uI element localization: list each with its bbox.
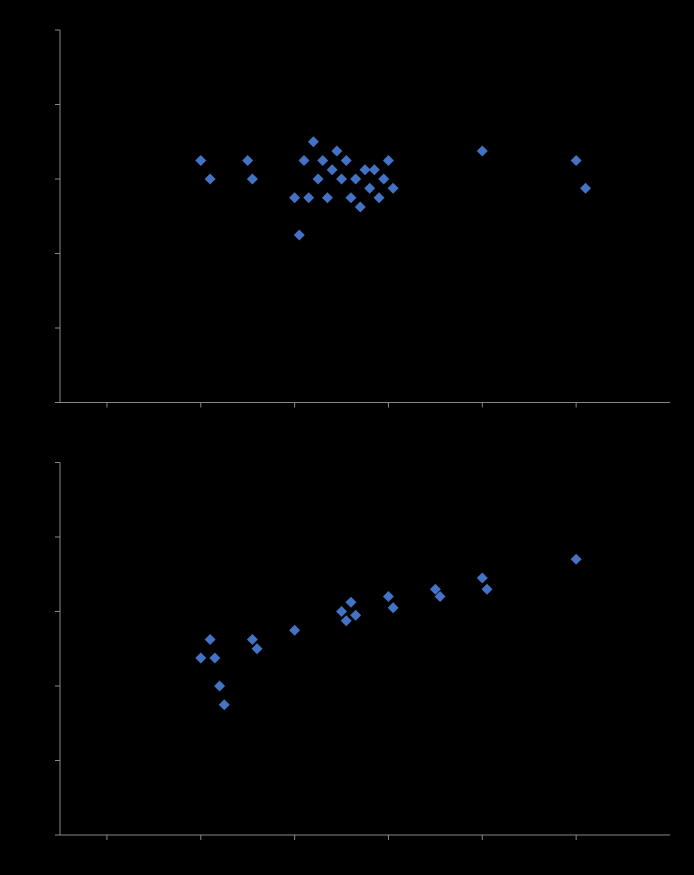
point xyxy=(303,192,314,203)
point xyxy=(331,146,342,157)
x-tick xyxy=(106,835,107,840)
x-tick xyxy=(200,403,201,408)
point xyxy=(435,591,446,602)
y-tick xyxy=(55,253,60,254)
x-tick xyxy=(294,835,295,840)
point xyxy=(341,155,352,166)
point xyxy=(242,155,253,166)
point xyxy=(477,572,488,583)
y-tick xyxy=(55,611,60,612)
point xyxy=(205,634,216,645)
figure xyxy=(0,0,694,875)
point xyxy=(360,164,371,175)
point xyxy=(350,610,361,621)
x-tick xyxy=(106,403,107,408)
x-tick xyxy=(200,835,201,840)
point xyxy=(482,584,493,595)
point xyxy=(247,634,258,645)
plot xyxy=(55,463,670,841)
points xyxy=(195,554,581,710)
x-tick xyxy=(576,835,577,840)
point xyxy=(336,174,347,185)
y-tick xyxy=(55,462,60,463)
point xyxy=(345,597,356,608)
point xyxy=(308,136,319,147)
background xyxy=(0,0,694,875)
point xyxy=(289,625,300,636)
y-tick xyxy=(55,686,60,687)
point xyxy=(252,643,263,654)
x-tick xyxy=(576,403,577,408)
y-tick xyxy=(55,537,60,538)
y-tick xyxy=(55,760,60,761)
point xyxy=(388,183,399,194)
point xyxy=(369,164,380,175)
x-tick xyxy=(294,403,295,408)
point xyxy=(341,615,352,626)
plot xyxy=(55,30,670,408)
point xyxy=(350,174,361,185)
point xyxy=(195,653,206,664)
point xyxy=(355,201,366,212)
point xyxy=(383,591,394,602)
y-tick xyxy=(55,179,60,180)
point xyxy=(571,554,582,565)
x-tick xyxy=(388,835,389,840)
point xyxy=(374,192,385,203)
points xyxy=(195,136,591,240)
point xyxy=(219,699,230,710)
point xyxy=(327,164,338,175)
point xyxy=(364,183,375,194)
x-tick xyxy=(482,835,483,840)
point xyxy=(214,681,225,692)
point xyxy=(580,183,591,194)
point xyxy=(378,174,389,185)
point xyxy=(209,653,220,664)
point xyxy=(247,174,258,185)
y-tick xyxy=(55,104,60,105)
y-tick xyxy=(55,30,60,31)
point xyxy=(289,192,300,203)
point xyxy=(383,155,394,166)
x-axis xyxy=(60,835,670,836)
x-tick xyxy=(482,403,483,408)
point xyxy=(322,192,333,203)
point xyxy=(313,174,324,185)
point xyxy=(294,229,305,240)
x-axis xyxy=(60,402,670,403)
point xyxy=(195,155,206,166)
x-tick xyxy=(388,403,389,408)
y-axis xyxy=(60,30,61,403)
y-tick xyxy=(55,328,60,329)
point xyxy=(477,146,488,157)
point xyxy=(299,155,310,166)
point xyxy=(336,606,347,617)
point xyxy=(571,155,582,166)
y-tick xyxy=(55,402,60,403)
point xyxy=(317,155,328,166)
point xyxy=(388,602,399,613)
point xyxy=(205,174,216,185)
point xyxy=(345,192,356,203)
y-axis xyxy=(60,463,61,836)
y-tick xyxy=(55,835,60,836)
